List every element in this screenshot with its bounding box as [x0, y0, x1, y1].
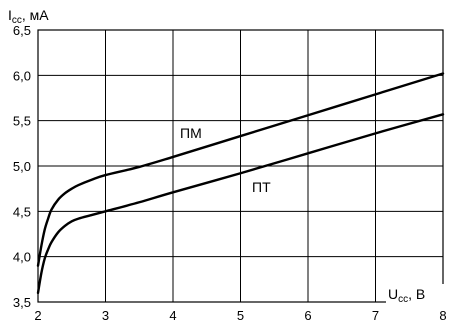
y-tick-label: 5,5: [13, 114, 31, 129]
x-axis-label-unit: , В: [408, 286, 425, 302]
x-tick-label: 6: [304, 308, 311, 323]
y-tick-label: 4,5: [13, 204, 31, 219]
tick-labels: 2 3 4 5 6 7 8 3,5 4,0 4,5 5,0 5,5 6,0 6,5: [13, 23, 447, 323]
y-tick-label: 3,5: [13, 295, 31, 310]
y-tick-label: 4,0: [13, 250, 31, 265]
y-axis-label-unit: , мА: [22, 7, 49, 23]
x-tick-label: 7: [372, 308, 379, 323]
x-tick-label: 5: [237, 308, 244, 323]
x-tick-label: 2: [34, 308, 41, 323]
x-axis-label-main: U: [388, 286, 398, 302]
y-axis-label: Icc, мА: [8, 7, 49, 26]
plot-frame: [37, 29, 444, 303]
y-tick-label: 5,0: [13, 159, 31, 174]
y-tick-label: 6,5: [13, 23, 31, 38]
series-label-pm: ПМ: [180, 125, 202, 141]
x-axis-label-subscript: cc: [398, 294, 408, 305]
x-axis-label-background: [386, 284, 444, 304]
curves: [36, 72, 445, 295]
x-tick-label: 8: [439, 308, 446, 323]
y-axis-label-main: I: [8, 7, 12, 23]
series-line-pm: [36, 72, 445, 267]
series-line-pt: [36, 113, 445, 295]
y-axis-label-background: [6, 4, 102, 26]
series-label-pt: ПТ: [252, 179, 271, 195]
y-tick-label: 6,0: [13, 68, 31, 83]
x-axis-label: Ucc, В: [388, 286, 425, 305]
x-tick-label: 3: [102, 308, 109, 323]
y-axis-label-subscript: cc: [12, 15, 22, 26]
x-tick-label: 4: [169, 308, 176, 323]
